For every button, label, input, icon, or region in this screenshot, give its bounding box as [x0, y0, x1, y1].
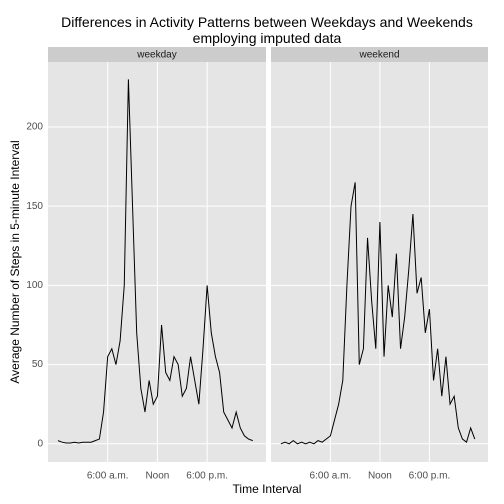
strip [48, 47, 266, 62]
y-tick-label: 200 [26, 122, 43, 133]
x-tick-label: Noon [145, 471, 169, 482]
data-line [57, 79, 253, 444]
x-tick-label: 6:00 p.m. [409, 471, 451, 482]
x-tick-label: 6:00 p.m. [186, 471, 228, 482]
x-tick-label: Noon [368, 471, 392, 482]
strip-label: weekend [358, 50, 399, 61]
y-tick-label: 50 [32, 359, 44, 370]
y-tick-label: 100 [26, 280, 43, 291]
y-tick-label: 0 [37, 438, 43, 449]
strip-label: weekday [136, 50, 176, 61]
y-axis-label: Average Number of Steps in 5-minute Inte… [8, 140, 22, 383]
x-tick-label: 6:00 a.m. [310, 471, 352, 482]
x-axis-label: Time Interval [233, 482, 302, 496]
chart-title: Differences in Activity Patterns between… [61, 14, 473, 46]
data-line [280, 182, 476, 445]
x-tick-label: 6:00 a.m. [87, 471, 129, 482]
y-tick-label: 150 [26, 201, 43, 212]
strip [271, 47, 488, 62]
